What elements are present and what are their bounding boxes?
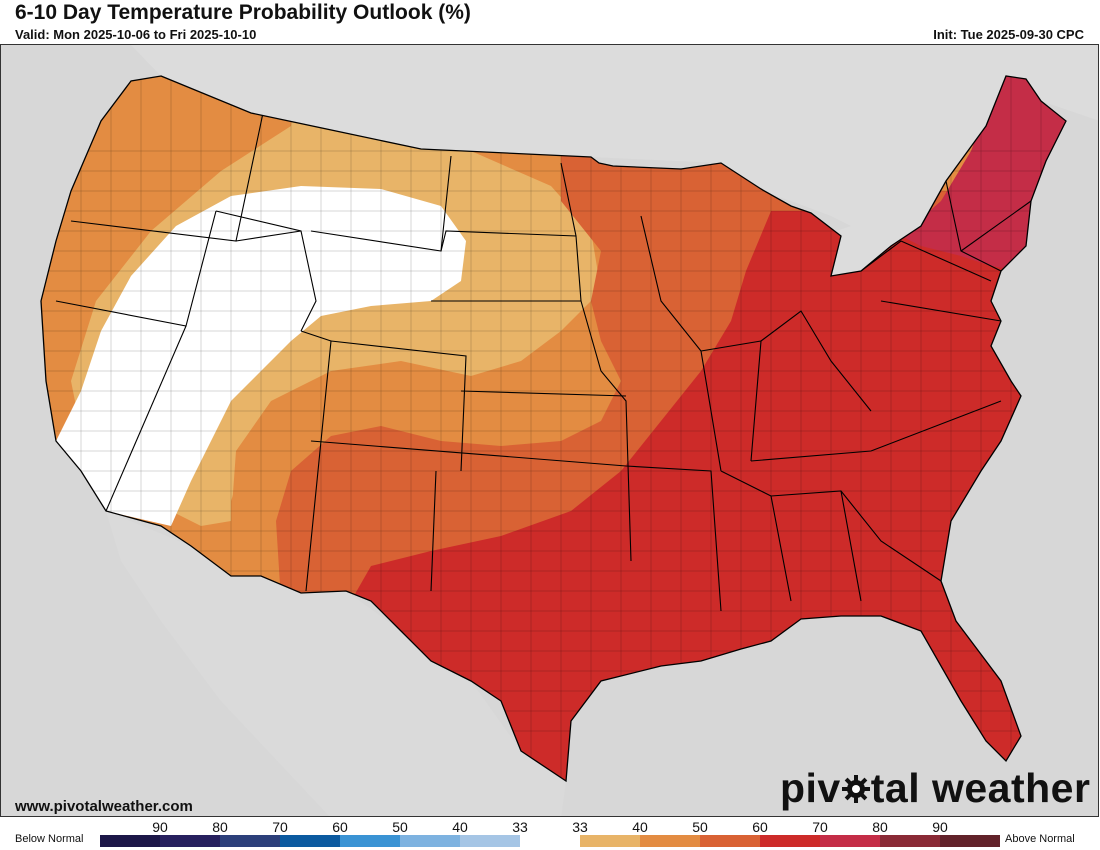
- state-lines: [55, 112, 1032, 612]
- legend-swatch: [280, 835, 340, 847]
- header: 6-10 Day Temperature Probability Outlook…: [0, 0, 1100, 44]
- legend-tick-label: 33: [572, 819, 588, 835]
- boundaries: [41, 76, 1066, 781]
- legend-swatch: [940, 835, 1000, 847]
- legend-swatch: [400, 835, 460, 847]
- pivotal-weather-logo: piv tal weather: [780, 765, 1090, 812]
- legend-tick-label: 70: [812, 819, 828, 835]
- valid-period: Valid: Mon 2025-10-06 to Fri 2025-10-10: [15, 27, 257, 42]
- legend-swatch: [760, 835, 820, 847]
- gear-icon: [841, 767, 871, 803]
- legend-tick-label: 60: [752, 819, 768, 835]
- legend-tick-label: 40: [632, 819, 648, 835]
- color-legend: Below Normal Above Normal 90 80 70 60 50 40 33…: [0, 817, 1100, 850]
- mexico-land: [106, 511, 566, 816]
- legend-swatch: [460, 835, 520, 847]
- legend-swatch: [820, 835, 880, 847]
- map-panel[interactable]: [0, 44, 1099, 817]
- legend-tick-label: 70: [272, 819, 288, 835]
- legend-tick-label: 50: [392, 819, 408, 835]
- brand-text-right: tal weather: [870, 765, 1091, 811]
- legend-swatch: [580, 835, 640, 847]
- init-time: Init: Tue 2025-09-30 CPC: [933, 27, 1084, 42]
- website-url[interactable]: www.pivotalweather.com: [15, 798, 193, 815]
- legend-tick-label: 60: [332, 819, 348, 835]
- legend-tick-label: 90: [932, 819, 948, 835]
- legend-tick-label: 80: [212, 819, 228, 835]
- legend-swatch: [160, 835, 220, 847]
- legend-tick-label: 50: [692, 819, 708, 835]
- band-33: [56, 186, 466, 526]
- legend-swatch: [520, 835, 580, 847]
- legend-color-bar: [100, 835, 1000, 847]
- legend-swatch: [640, 835, 700, 847]
- map-title: 6-10 Day Temperature Probability Outlook…: [15, 1, 471, 24]
- legend-above-label: Above Normal: [1005, 833, 1075, 845]
- legend-swatch: [880, 835, 940, 847]
- legend-tick-label: 33: [512, 819, 528, 835]
- legend-tick-label: 40: [452, 819, 468, 835]
- legend-below-label: Below Normal: [15, 833, 84, 845]
- legend-swatch: [700, 835, 760, 847]
- legend-swatch: [220, 835, 280, 847]
- legend-swatch: [340, 835, 400, 847]
- brand-text-left: piv: [780, 765, 841, 811]
- legend-tick-label: 90: [152, 819, 168, 835]
- legend-swatch: [100, 835, 160, 847]
- legend-tick-label: 80: [872, 819, 888, 835]
